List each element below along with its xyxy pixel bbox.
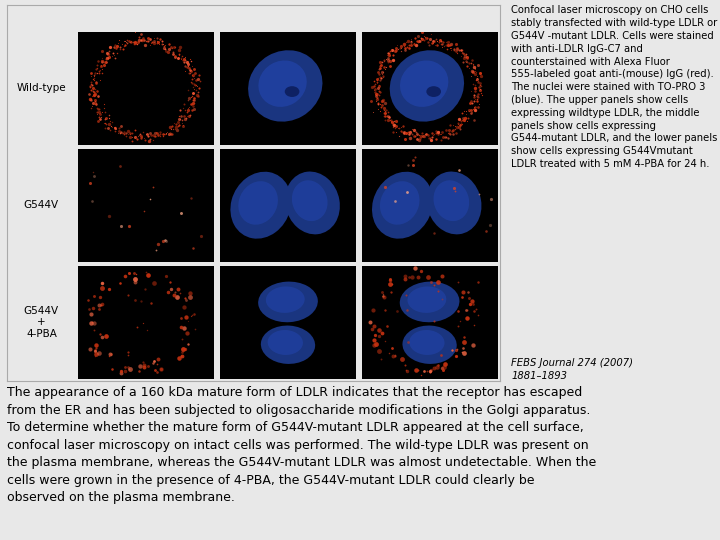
Text: G544V: G544V [24,200,59,210]
Ellipse shape [285,172,340,234]
Ellipse shape [390,50,464,122]
Ellipse shape [409,330,444,355]
Ellipse shape [258,281,318,322]
Ellipse shape [248,50,323,122]
Ellipse shape [238,181,278,225]
Text: The appearance of a 160 kDa mature form of LDLR indicates that the receptor has : The appearance of a 160 kDa mature form … [7,386,596,504]
Ellipse shape [380,181,420,225]
Ellipse shape [372,172,433,239]
Ellipse shape [292,180,328,221]
Text: Confocal laser microscopy on CHO cells stably transfected with wild-type LDLR or: Confocal laser microscopy on CHO cells s… [511,5,718,169]
Ellipse shape [266,286,305,313]
Text: FEBS Journal 274 (2007)
1881–1893: FEBS Journal 274 (2007) 1881–1893 [511,358,633,381]
Ellipse shape [268,330,303,355]
Text: G544V
+
4-PBA: G544V + 4-PBA [24,306,59,339]
Ellipse shape [402,326,456,364]
Text: Wild-type: Wild-type [17,83,66,93]
Ellipse shape [400,281,459,322]
Ellipse shape [408,286,446,313]
Ellipse shape [427,172,482,234]
Ellipse shape [230,172,292,239]
Ellipse shape [400,60,449,107]
Ellipse shape [433,180,469,221]
Ellipse shape [284,86,300,97]
Ellipse shape [258,60,307,107]
Ellipse shape [426,86,441,97]
Ellipse shape [261,326,315,364]
